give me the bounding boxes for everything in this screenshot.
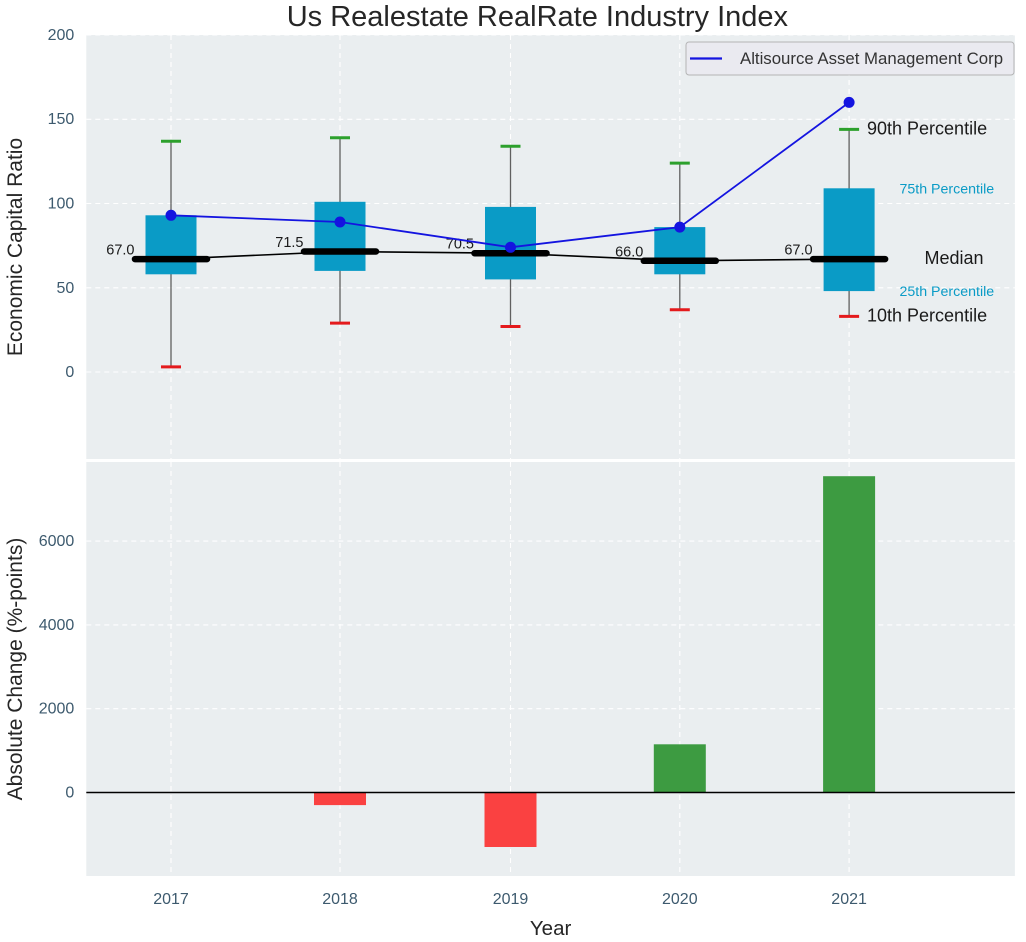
svg-text:100: 100: [48, 196, 75, 213]
svg-text:71.5: 71.5: [275, 235, 303, 251]
svg-text:4000: 4000: [39, 617, 75, 634]
svg-text:10th Percentile: 10th Percentile: [867, 305, 987, 325]
svg-text:25th Percentile: 25th Percentile: [900, 284, 995, 300]
svg-text:67.0: 67.0: [106, 243, 134, 259]
svg-text:Us Realestate RealRate Industr: Us Realestate RealRate Industry Index: [287, 1, 789, 33]
svg-text:Year: Year: [530, 917, 572, 940]
svg-text:0: 0: [65, 785, 74, 802]
svg-text:90th Percentile: 90th Percentile: [867, 118, 987, 138]
svg-text:75th Percentile: 75th Percentile: [900, 181, 995, 197]
svg-text:6000: 6000: [39, 533, 75, 550]
svg-text:67.0: 67.0: [784, 243, 812, 259]
svg-text:2000: 2000: [39, 701, 75, 718]
svg-text:Altisource Asset Management Co: Altisource Asset Management Corp: [740, 49, 1003, 68]
svg-text:2020: 2020: [662, 891, 698, 908]
svg-text:Economic Capital Ratio: Economic Capital Ratio: [4, 138, 27, 356]
svg-text:Absolute Change (%-points): Absolute Change (%-points): [4, 538, 27, 801]
svg-text:Median: Median: [925, 248, 984, 268]
svg-text:150: 150: [48, 111, 75, 128]
svg-text:0: 0: [65, 364, 74, 381]
svg-text:200: 200: [48, 27, 75, 44]
svg-text:2017: 2017: [153, 891, 189, 908]
svg-text:66.0: 66.0: [615, 244, 643, 260]
svg-text:2018: 2018: [322, 891, 358, 908]
svg-text:2021: 2021: [831, 891, 867, 908]
svg-text:2019: 2019: [493, 891, 529, 908]
svg-text:50: 50: [57, 280, 75, 297]
